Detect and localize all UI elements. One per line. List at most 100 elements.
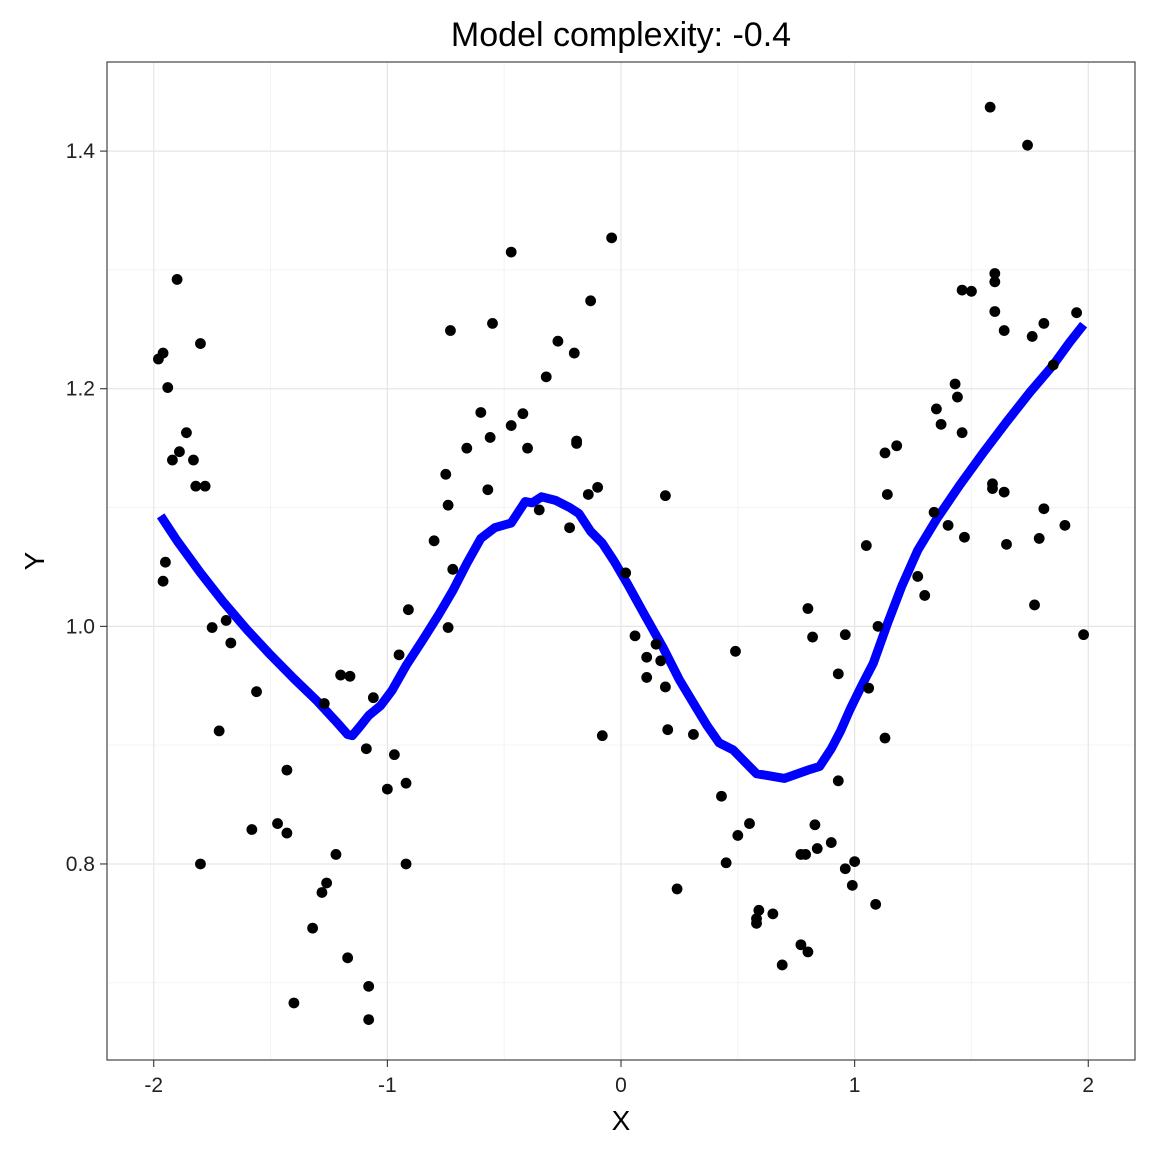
data-point (744, 818, 755, 829)
data-point (659, 490, 671, 502)
data-point (363, 1014, 375, 1026)
data-point (1001, 538, 1012, 550)
data-point (641, 672, 653, 683)
data-points (153, 101, 1089, 1026)
data-point (825, 837, 837, 848)
x-tick-label: 1 (849, 1074, 861, 1097)
data-point (585, 295, 597, 307)
y-axis-title: Y (19, 551, 50, 570)
data-point (1059, 519, 1071, 531)
x-tick-label: 2 (1082, 1074, 1094, 1097)
data-point (989, 268, 1001, 279)
data-point (952, 391, 963, 403)
data-point (307, 922, 318, 934)
data-point (447, 563, 459, 575)
data-point (428, 535, 440, 547)
data-point (662, 724, 674, 736)
data-point (505, 420, 517, 431)
data-point (568, 347, 580, 359)
data-point (190, 480, 202, 492)
data-point (160, 556, 171, 568)
data-point (393, 649, 405, 661)
data-point (367, 692, 379, 704)
data-point (839, 863, 851, 875)
data-point (402, 604, 414, 616)
data-point (1038, 503, 1050, 515)
data-point (919, 590, 931, 601)
fitted-line (156, 321, 1088, 783)
data-point (335, 669, 347, 681)
data-point (891, 440, 903, 452)
data-point (505, 246, 517, 258)
data-point (949, 378, 961, 390)
data-point (732, 830, 744, 841)
data-point (1047, 359, 1059, 371)
data-point (162, 382, 174, 393)
data-point (935, 418, 947, 430)
data-point (807, 631, 818, 643)
data-point (533, 504, 545, 516)
data-point (484, 432, 496, 443)
data-point (171, 274, 183, 285)
x-tick-label: -2 (144, 1074, 163, 1097)
data-point (1078, 629, 1089, 641)
data-point (281, 827, 293, 839)
data-point (716, 790, 727, 802)
data-point (688, 729, 699, 740)
data-point (606, 232, 618, 244)
data-point (582, 489, 594, 500)
data-point (956, 427, 968, 439)
data-point (195, 858, 206, 870)
data-point (956, 284, 968, 296)
data-point (188, 454, 199, 466)
data-point (482, 484, 494, 496)
data-point (776, 959, 788, 971)
data-point (316, 887, 328, 898)
data-point (620, 567, 632, 579)
data-point (157, 347, 169, 359)
data-point (767, 908, 779, 920)
data-point (225, 637, 237, 649)
data-point (400, 858, 412, 870)
grid (107, 62, 1135, 1060)
data-point (596, 730, 608, 742)
data-point (571, 437, 583, 449)
data-point (846, 879, 858, 891)
data-point (321, 877, 333, 889)
data-point (461, 442, 473, 454)
data-point (1038, 317, 1050, 329)
data-point (251, 686, 262, 698)
y-tick-label: 1.4 (66, 140, 96, 163)
data-point (281, 764, 293, 776)
data-point (928, 506, 940, 518)
data-point (966, 285, 977, 297)
data-point (442, 499, 454, 511)
data-point (195, 338, 206, 349)
data-point (881, 489, 893, 500)
data-point (400, 777, 412, 789)
data-point (795, 939, 807, 951)
data-point (912, 571, 924, 582)
data-point (730, 645, 741, 657)
data-point (564, 522, 575, 534)
data-point (809, 819, 821, 831)
data-point (655, 655, 667, 667)
data-point (832, 668, 844, 680)
data-point (522, 442, 533, 454)
data-point (839, 629, 851, 641)
data-point (552, 335, 564, 347)
data-point (1022, 139, 1033, 151)
data-point (984, 101, 996, 113)
data-point (959, 531, 970, 543)
data-point (246, 824, 258, 835)
data-point (1033, 533, 1045, 544)
data-point (641, 651, 653, 663)
x-tick-label: 0 (615, 1074, 627, 1097)
data-point (1026, 331, 1038, 342)
data-point (879, 447, 891, 459)
data-point (540, 371, 552, 383)
data-point (1071, 307, 1082, 319)
data-point (998, 325, 1010, 336)
y-tick-label: 0.8 (66, 853, 95, 876)
